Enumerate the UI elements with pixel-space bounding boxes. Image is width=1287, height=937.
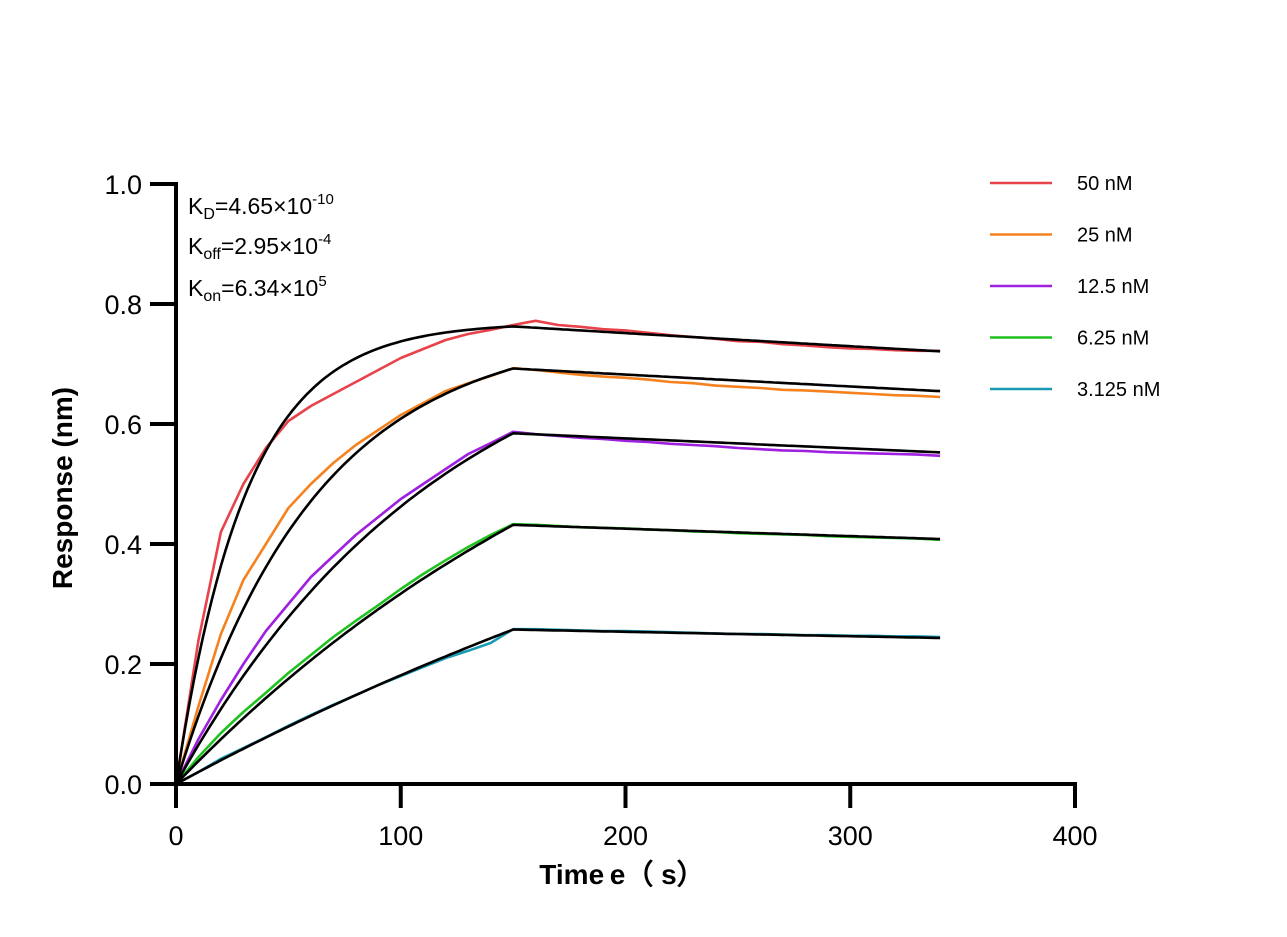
koff-label: K — [188, 233, 204, 259]
y-tick-label: 0.0 — [104, 770, 142, 800]
kon-value: =6.34×10 — [221, 275, 319, 301]
fit-curves-overlay — [174, 325, 941, 786]
fit-curve-25-nM — [174, 367, 941, 785]
legend-label: 25 nM — [1077, 225, 1133, 247]
kon-exp: 5 — [318, 273, 327, 290]
kd-value: =4.65×10 — [214, 193, 313, 219]
measured-curve-25-nM — [174, 366, 941, 785]
y-ticks: 0.0 0.2 0.4 0.6 0.8 1.0 — [104, 170, 176, 800]
kd-sub: D — [203, 206, 215, 223]
fit-curve-3-125-nM — [175, 628, 941, 786]
legend-label: 6.25 nM — [1077, 328, 1149, 350]
koff-value: =2.95×10 — [220, 233, 319, 259]
koff-annotation: Koff=2.95×10-4 — [188, 232, 331, 263]
legend-label: 50 nM — [1077, 173, 1133, 195]
koff-exp: -4 — [318, 231, 332, 248]
x-ticks: 0 100 200 300 400 — [168, 784, 1098, 851]
x-tick-label: 300 — [828, 821, 873, 851]
kd-exp: -10 — [312, 191, 334, 208]
y-tick-label: 0.4 — [104, 530, 142, 560]
x-tick-label: 200 — [603, 821, 648, 851]
measured-curves — [174, 319, 941, 786]
measured-curve-6-25-nM — [175, 522, 941, 785]
kon-sub: on — [203, 288, 222, 305]
x-tick-label: 100 — [378, 821, 423, 851]
y-axis-title: Response (nm) — [47, 387, 78, 589]
kd-label: K — [188, 193, 204, 219]
legend-label: 3.125 nM — [1077, 379, 1160, 401]
fit-curve-12-5-nM — [174, 431, 941, 785]
y-tick-label: 1.0 — [104, 170, 142, 200]
x-axis-title: Time e（ s） — [539, 858, 704, 890]
measured-curve-3-125-nM — [175, 627, 941, 786]
y-tick-label: 0.8 — [104, 290, 142, 320]
y-tick-label: 0.6 — [104, 410, 142, 440]
fit-curve-50-nM — [174, 325, 941, 785]
x-tick-label: 0 — [168, 821, 183, 851]
legend-label: 12.5 nM — [1077, 276, 1149, 298]
koff-sub: off — [203, 246, 221, 263]
kon-label: K — [188, 275, 204, 301]
x-tick-label: 400 — [1052, 821, 1097, 851]
measured-curve-50-nM — [174, 319, 941, 785]
fit-curve-6-25-nM — [175, 523, 941, 785]
kd-annotation: KD=4.65×10-10 — [188, 192, 334, 223]
y-tick-label: 0.2 — [104, 650, 142, 680]
legend: 50 nM 25 nM 12.5 nM 6.25 nM 3.125 nM — [990, 173, 1160, 401]
kon-annotation: Kon=6.34×105 — [188, 274, 327, 305]
measured-curve-12-5-nM — [174, 430, 941, 785]
